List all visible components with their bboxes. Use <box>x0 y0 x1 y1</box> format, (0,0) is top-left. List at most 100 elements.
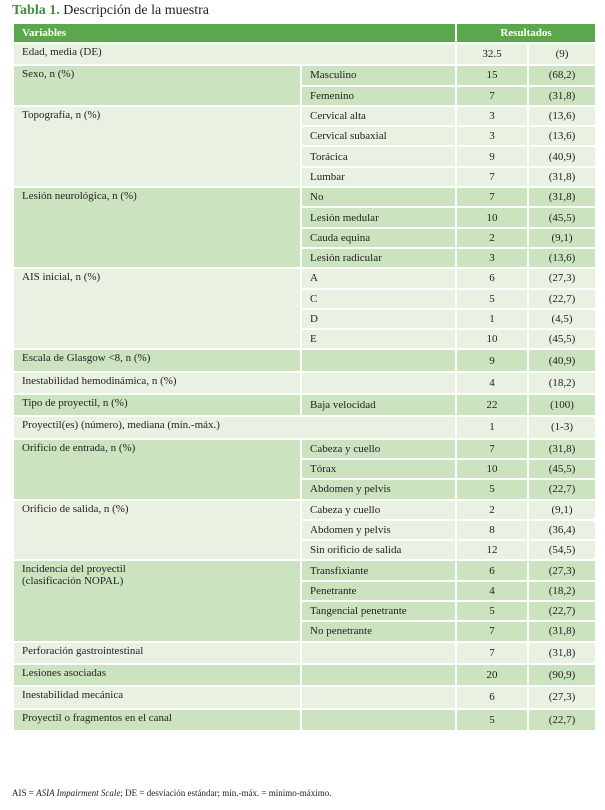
percent-cell: (9,1) <box>527 226 597 249</box>
count-cell: 20 <box>455 662 529 688</box>
percent-cell: (31,8) <box>527 640 597 665</box>
count-cell: 5 <box>455 287 529 310</box>
table-row: Penetrante 4 (18,2) <box>13 579 597 603</box>
count-cell: 6 <box>455 559 529 582</box>
variable-cell: Proyectil o fragmentos en el canal <box>12 707 302 732</box>
count-cell: 9 <box>455 145 529 168</box>
percent-cell: (31,8) <box>527 437 597 460</box>
percent-cell: (4,5) <box>527 307 597 331</box>
variable-cell: Inestabilidad hemodinámica, n (%) <box>12 370 302 396</box>
percent-cell: (9,1) <box>527 498 597 521</box>
count-cell: 1 <box>455 307 529 331</box>
table-row: Sin orificio de salida 12 (54,5) <box>13 539 597 562</box>
percent-cell: (13,6) <box>527 104 597 128</box>
variable-cell: Sexo, n (%) <box>12 64 302 107</box>
table-row: Proyectil(es) (número), mediana (mín.-má… <box>12 415 597 440</box>
table-row: D 1 (4,5) <box>13 307 597 331</box>
category-cell <box>300 685 457 710</box>
table-row: Orificio de salida, n (%) Cabeza y cuello… <box>12 498 597 562</box>
header-results: Resultados <box>455 22 597 44</box>
table-row: Orificio de entrada, n (%) Cabeza y cuell… <box>12 437 597 501</box>
count-cell: 4 <box>455 579 529 603</box>
variable-cell: Edad, media (DE) <box>12 41 457 67</box>
category-cell: Cervical subaxial <box>300 125 457 148</box>
percent-cell: (45,5) <box>527 328 597 351</box>
percent-cell: (31,8) <box>527 620 597 643</box>
percent-cell: (1-3) <box>527 415 597 440</box>
percent-cell: (36,4) <box>527 518 597 542</box>
percent-cell: (54,5) <box>527 539 597 562</box>
percent-cell: (27,3) <box>527 685 597 710</box>
count-cell: 5 <box>455 707 529 732</box>
percent-cell: (31,8) <box>527 165 597 189</box>
percent-cell: (18,2) <box>527 579 597 603</box>
percent-cell: (100) <box>527 393 597 418</box>
table-row: No penetrante 7 (31,8) <box>13 620 597 643</box>
category-cell: No <box>300 186 457 209</box>
table-row: Lesión medular 10 (45,5) <box>13 206 597 229</box>
count-cell: 22 <box>455 393 529 418</box>
percent-cell: (68,2) <box>527 64 597 87</box>
count-cell: 7 <box>455 186 529 209</box>
header-variables: Variables <box>12 22 457 44</box>
percent-cell: (45,5) <box>527 457 597 481</box>
variable-cell: Proyectil(es) (número), mediana (mín.-má… <box>12 415 457 440</box>
category-cell <box>300 707 457 732</box>
variable-cell: Incidencia del proyectil (clasificación … <box>12 559 302 643</box>
table-row: Tipo de proyectil, n (%) Baja velocidad 22… <box>12 393 597 418</box>
percent-cell: (45,5) <box>527 206 597 229</box>
category-cell: C <box>300 287 457 310</box>
percent-cell: (40,9) <box>527 348 597 373</box>
footnote-text: ; DE = desviación estándar; mín.-máx. = … <box>120 788 332 798</box>
count-cell: 10 <box>455 206 529 229</box>
percent-cell: (22,7) <box>527 478 597 501</box>
category-cell: Baja velocidad <box>300 393 457 418</box>
variable-cell: Lesión neurológica, n (%) <box>12 186 302 270</box>
percent-cell: (18,2) <box>527 370 597 396</box>
sample-description-table: Variables Resultados Edad, media (DE) 32.… <box>12 22 597 732</box>
percent-cell: (9) <box>527 41 597 67</box>
category-cell: Torácica <box>300 145 457 168</box>
percent-cell: (31,8) <box>527 186 597 209</box>
category-cell: Femenino <box>300 84 457 107</box>
table-number: Tabla 1. <box>12 3 60 18</box>
count-cell: 15 <box>455 64 529 87</box>
category-cell: Lumbar <box>300 165 457 189</box>
percent-cell: (22,7) <box>527 707 597 732</box>
table-row: Perforación gastrointestinal 7 (31,8) <box>12 640 597 665</box>
category-cell: Cabeza y cuello <box>300 437 457 460</box>
variable-cell: Tipo de proyectil, n (%) <box>12 393 302 418</box>
category-cell <box>300 640 457 665</box>
footnote: AIS = ASIA Impairment Scale; DE = desvia… <box>12 788 332 798</box>
category-cell: Masculino <box>300 64 457 87</box>
category-cell: Lesión radicular <box>300 246 457 270</box>
count-cell: 5 <box>455 600 529 623</box>
table-row: Lesión neurológica, n (%) No 7 (31,8) <box>12 186 597 270</box>
percent-cell: (22,7) <box>527 600 597 623</box>
category-cell: D <box>300 307 457 331</box>
table-row: Topografía, n (%) Cervical alta 3 (13,6) <box>12 104 597 189</box>
variable-cell: Orificio de salida, n (%) <box>12 498 302 562</box>
category-cell: Sin orificio de salida <box>300 539 457 562</box>
percent-cell: (27,3) <box>527 267 597 290</box>
table-row: Incidencia del proyectil (clasificación … <box>12 559 597 643</box>
count-cell: 9 <box>455 348 529 373</box>
count-cell: 32.5 <box>455 41 529 67</box>
percent-cell: (40,9) <box>527 145 597 168</box>
table-row: Cervical subaxial 3 (13,6) <box>13 125 597 148</box>
category-cell <box>300 370 457 396</box>
category-cell: Cauda equina <box>300 226 457 249</box>
category-cell: Abdomen y pelvis <box>300 518 457 542</box>
count-cell: 12 <box>455 539 529 562</box>
count-cell: 3 <box>455 125 529 148</box>
percent-cell: (13,6) <box>527 125 597 148</box>
variable-cell: Perforación gastrointestinal <box>12 640 302 665</box>
table-row: Lesión radicular 3 (13,6) <box>13 246 597 270</box>
percent-cell: (27,3) <box>527 559 597 582</box>
category-cell: Transfixiante <box>300 559 457 582</box>
variable-cell: Orificio de entrada, n (%) <box>12 437 302 501</box>
category-cell: Lesión medular <box>300 206 457 229</box>
table-row: Sexo, n (%) Masculino 15 (68,2) <box>12 64 597 107</box>
table-row: Abdomen y pelvis 8 (36,4) <box>13 518 597 542</box>
table-row: E 10 (45,5) <box>13 328 597 351</box>
